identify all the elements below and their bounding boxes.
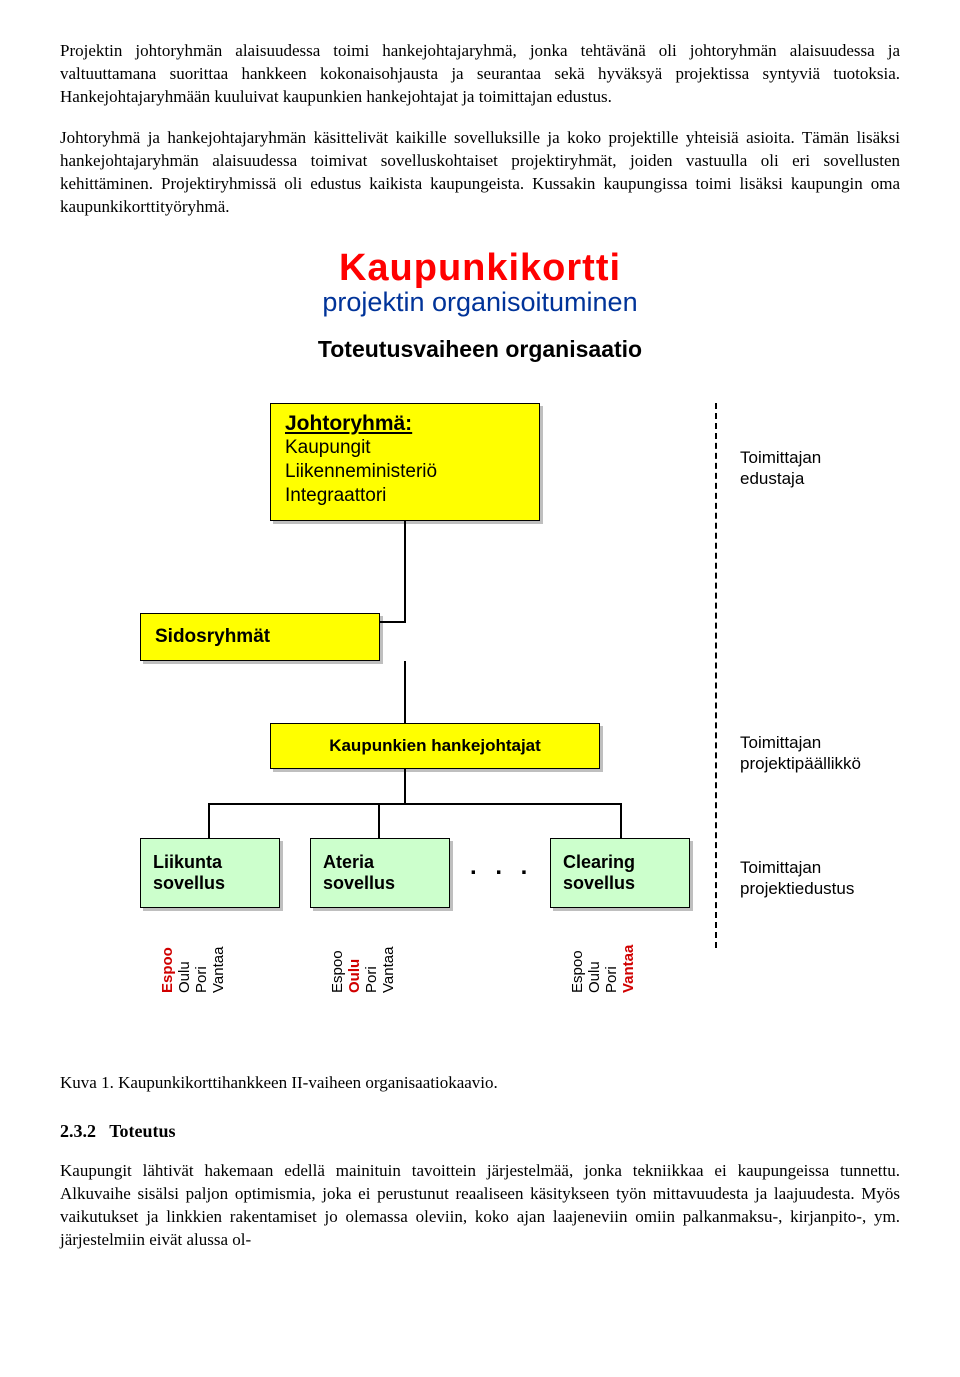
johtoryhma-line-2: Liikenneministeriö: [285, 460, 525, 484]
city-label: Oulu: [177, 923, 192, 993]
side-label-3: Toimittajanprojektiedustus: [740, 858, 854, 899]
diagram-section-title: Toteutusvaiheen organisaatio: [100, 336, 860, 363]
city-label: Oulu: [347, 923, 362, 993]
hankejohtajat-label: Kaupunkien hankejohtajat: [329, 736, 541, 756]
sov3-l2: sovellus: [563, 873, 635, 893]
section-title: Toteutus: [109, 1121, 175, 1141]
sovellus-box-3: Clearing sovellus: [550, 838, 690, 908]
connector: [208, 803, 622, 805]
sov2-l1: Ateria: [323, 852, 374, 872]
sovellus-box-2: Ateria sovellus: [310, 838, 450, 908]
connector: [378, 803, 380, 838]
figure-caption: Kuva 1. Kaupunkikorttihankkeen II-vaihee…: [60, 1073, 900, 1093]
sidosryhmat-box: Sidosryhmät: [140, 613, 380, 661]
sov1-l1: Liikunta: [153, 852, 222, 872]
city-label: Vantaa: [211, 923, 226, 993]
johtoryhma-box: Johtoryhmä: Kaupungit Liikenneministeriö…: [270, 403, 540, 521]
city-label: Vantaa: [621, 923, 636, 993]
paragraph-3: Kaupungit lähtivät hakemaan edellä maini…: [60, 1160, 900, 1252]
org-area: Johtoryhmä: Kaupungit Liikenneministeriö…: [100, 403, 860, 1043]
city-label: Espoo: [160, 923, 175, 993]
side-label-2: Toimittajanprojektipäällikkö: [740, 733, 861, 774]
sov1-l2: sovellus: [153, 873, 225, 893]
paragraph-2: Johtoryhmä ja hankejohtajaryhmän käsitte…: [60, 127, 900, 219]
city-group-1: EspooOuluPoriVantaa: [160, 923, 226, 993]
city-label: Pori: [604, 923, 619, 993]
diagram-title-main: Kaupunkikortti: [100, 249, 860, 289]
johtoryhma-line-3: Integraattori: [285, 484, 525, 508]
city-label: Oulu: [587, 923, 602, 993]
section-heading: 2.3.2 Toteutus: [60, 1121, 900, 1142]
connector: [404, 769, 406, 803]
sidosryhmat-label: Sidosryhmät: [141, 626, 270, 648]
sov3-l1: Clearing: [563, 852, 635, 872]
johtoryhma-line-1: Kaupungit: [285, 436, 525, 460]
city-label: Pori: [364, 923, 379, 993]
city-group-2: EspooOuluPoriVantaa: [330, 923, 396, 993]
city-label: Vantaa: [381, 923, 396, 993]
side-label-1: Toimittajanedustaja: [740, 448, 821, 489]
sov2-l2: sovellus: [323, 873, 395, 893]
paragraph-1: Projektin johtoryhmän alaisuudessa toimi…: [60, 40, 900, 109]
city-label: Espoo: [570, 923, 585, 993]
org-diagram: Kaupunkikortti projektin organisoitumine…: [100, 249, 860, 1044]
connector: [380, 621, 406, 623]
connector: [404, 661, 406, 723]
vertical-divider: [715, 403, 717, 948]
diagram-subtitle: projektin organisoituminen: [100, 288, 860, 318]
johtoryhma-title: Johtoryhmä:: [285, 412, 525, 436]
section-number: 2.3.2: [60, 1121, 96, 1141]
hankejohtajat-box: Kaupunkien hankejohtajat: [270, 723, 600, 769]
ellipsis-dots: . . .: [470, 853, 533, 881]
city-group-3: EspooOuluPoriVantaa: [570, 923, 636, 993]
city-label: Espoo: [330, 923, 345, 993]
city-label: Pori: [194, 923, 209, 993]
sovellus-box-1: Liikunta sovellus: [140, 838, 280, 908]
connector: [620, 803, 622, 838]
connector: [208, 803, 210, 838]
connector: [404, 521, 406, 623]
